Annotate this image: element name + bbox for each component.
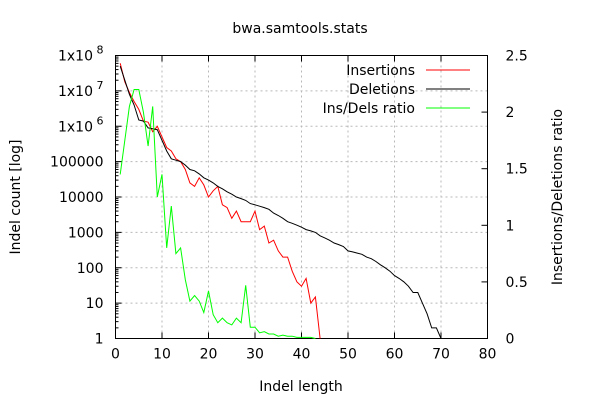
y-tick-label: 100 — [77, 261, 104, 277]
legend: Insertions Deletions Ins/Dels ratio — [323, 63, 470, 117]
y2-tick-label: 0 — [506, 332, 515, 348]
x-tick-label: 20 — [200, 347, 218, 363]
x-axis-title: Indel length — [259, 379, 342, 395]
x-tick-label: 70 — [432, 347, 450, 363]
y-tick-label: 100000 — [50, 155, 103, 171]
y-tick-label-base: 1x10 — [58, 119, 93, 135]
grid — [115, 55, 488, 339]
x-tick-label: 40 — [293, 347, 311, 363]
x-tick-label: 30 — [246, 347, 264, 363]
chart-title: bwa.samtools.stats — [232, 21, 367, 37]
series-lines — [119, 63, 446, 339]
y-tick-label-exponent: 7 — [93, 79, 104, 92]
y-tick-label: 1 — [95, 332, 104, 348]
x-tick-label: 50 — [339, 347, 357, 363]
y2-tick-label: 1 — [506, 218, 515, 234]
y2-tick-label: 1.5 — [506, 162, 528, 178]
y-tick-label-base: 1x10 — [58, 84, 93, 100]
legend-label: Ins/Dels ratio — [323, 101, 415, 117]
y-tick-label: 1000 — [68, 225, 104, 241]
y-tick-label: 1x10 8 — [58, 44, 104, 65]
y2-tick-label: 0.5 — [506, 275, 528, 291]
axis-ticks — [115, 55, 488, 339]
y2-tick-label: 2.5 — [506, 49, 528, 65]
x-tick-label: 10 — [153, 347, 171, 363]
y-tick-label: 1x10 7 — [58, 79, 104, 100]
y-tick-label: 10000 — [59, 190, 104, 206]
series-line-deletions — [119, 65, 446, 339]
y-tick-label: 1x10 6 — [58, 114, 104, 135]
legend-label: Deletions — [349, 82, 415, 98]
y-tick-label: 10 — [86, 296, 104, 312]
series-line-ins-dels-ratio — [119, 89, 316, 339]
y-tick-label-exponent: 6 — [93, 114, 104, 127]
y-tick-label-exponent: 8 — [93, 44, 104, 57]
y-axis-title: Indel count [log] — [8, 139, 24, 254]
series-line-insertions — [119, 63, 321, 339]
y2-tick-label: 2 — [506, 105, 515, 121]
y-tick-label-base: 1x10 — [58, 49, 93, 65]
tick-labels: 0 10 20 30 40 50 60 70 801101001000100001000001x… — [50, 44, 528, 363]
x-tick-label: 0 — [111, 347, 120, 363]
y2-axis-title: Insertions/Deletions ratio — [550, 109, 566, 285]
legend-label: Insertions — [346, 63, 415, 79]
x-tick-label: 60 — [386, 347, 404, 363]
x-tick-label: 80 — [479, 347, 497, 363]
